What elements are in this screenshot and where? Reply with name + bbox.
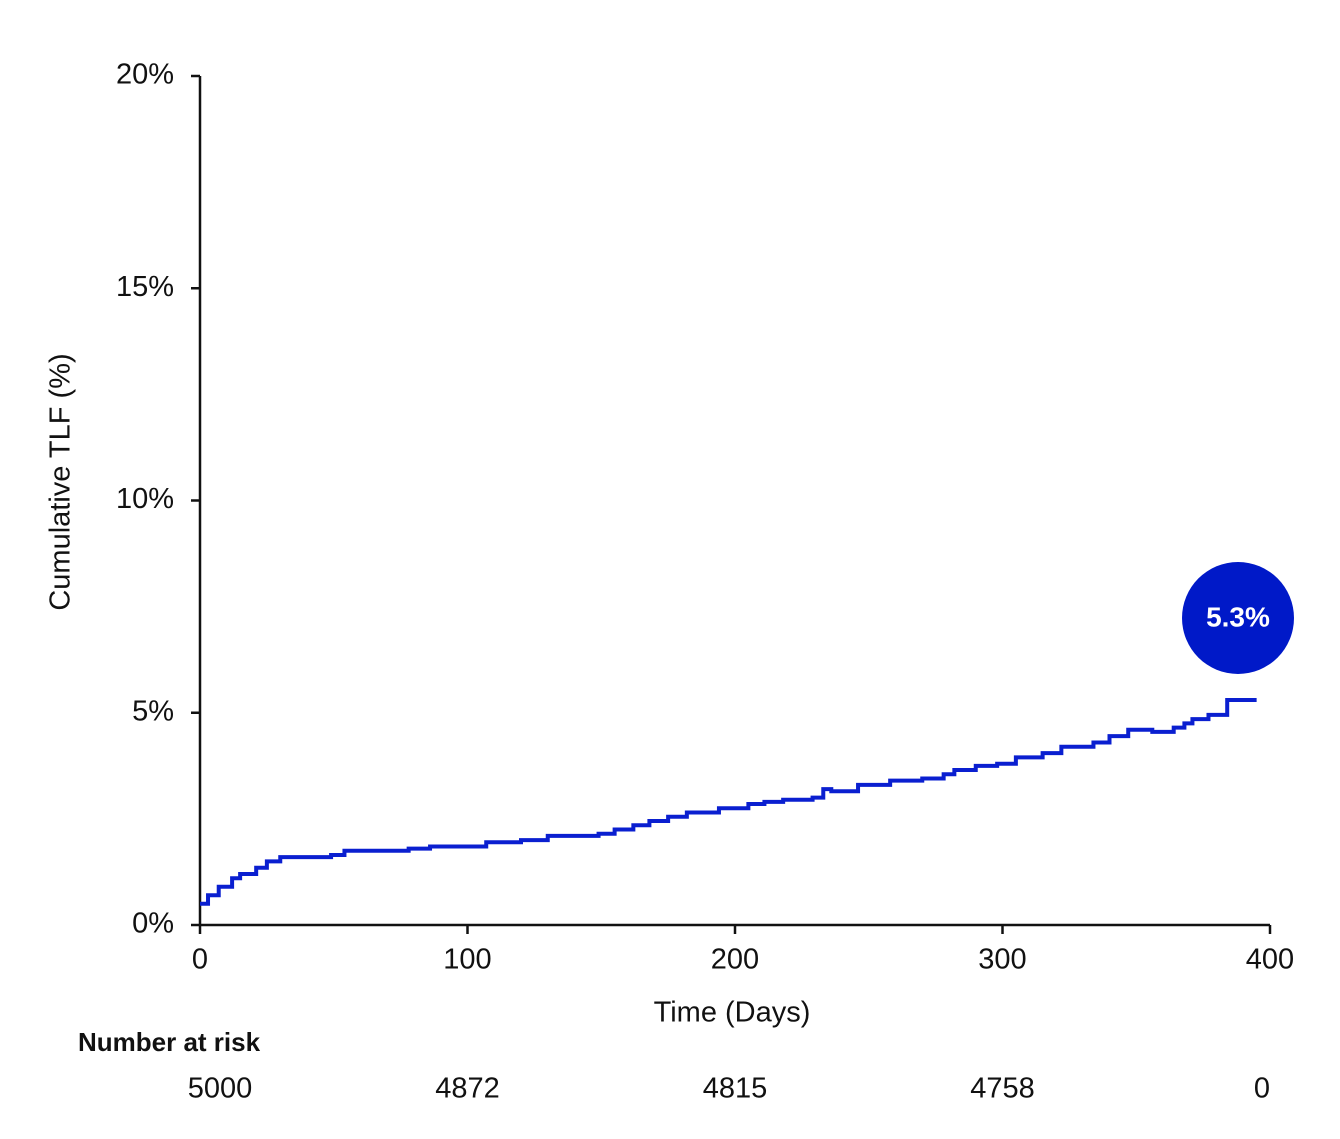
at-risk-value: 4815	[703, 1073, 768, 1105]
at-risk-value: 4872	[435, 1073, 500, 1105]
y-tick-label: 0%	[132, 908, 174, 940]
km-curve	[200, 698, 1257, 906]
y-tick-label: 10%	[116, 483, 174, 515]
x-tick-label: 200	[711, 944, 759, 976]
at-risk-value: 4758	[970, 1073, 1035, 1105]
end-label-bubble	[1182, 562, 1294, 674]
x-tick-label: 100	[443, 944, 491, 976]
x-tick-label: 300	[978, 944, 1026, 976]
x-axis-title: Time (Days)	[654, 997, 811, 1029]
x-tick-label: 0	[192, 944, 208, 976]
at-risk-value: 5000	[188, 1073, 253, 1105]
at-risk-value: 0	[1254, 1073, 1270, 1105]
at-risk-title: Number at risk	[78, 1027, 261, 1057]
y-tick-label: 5%	[132, 695, 174, 727]
y-tick-label: 15%	[116, 271, 174, 303]
end-label: 5.3%	[1206, 601, 1270, 632]
x-tick-label: 400	[1246, 944, 1294, 976]
y-tick-label: 20%	[116, 59, 174, 91]
y-axis-title: Cumulative TLF (%)	[45, 353, 77, 610]
